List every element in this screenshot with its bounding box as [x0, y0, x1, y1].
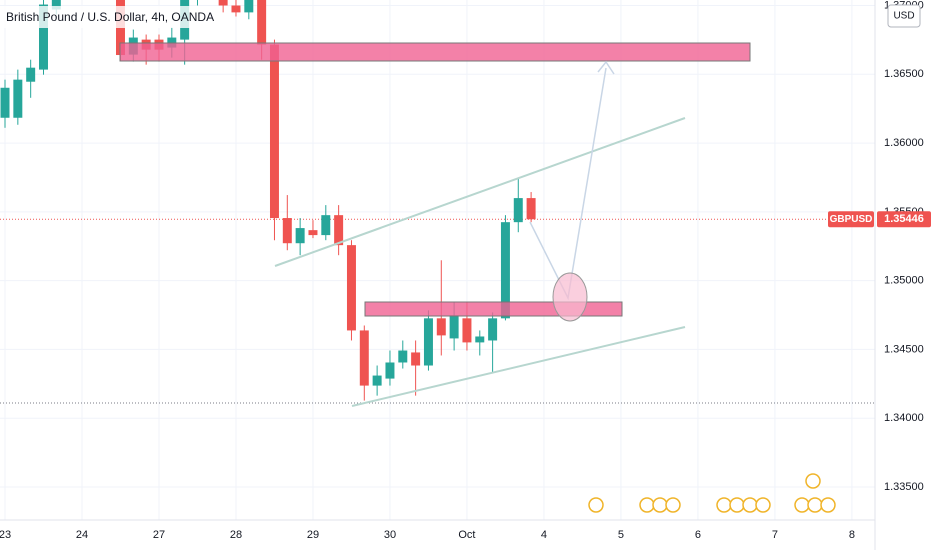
projection-arrow: [529, 67, 607, 301]
y-tick-label: 1.35000: [884, 275, 924, 287]
candle-body: [231, 5, 241, 13]
event-icon: [665, 497, 681, 513]
candle-body: [513, 198, 523, 223]
title-bg: [0, 6, 212, 28]
candle-body: [436, 318, 446, 336]
x-tick-label: 27: [153, 529, 165, 541]
currency-box: [887, 4, 921, 28]
candle-body: [526, 198, 536, 220]
resistance-zone: [119, 42, 751, 62]
channel-top: [274, 117, 686, 267]
candle-body: [282, 218, 292, 244]
last-price-label: 1.35446: [884, 213, 924, 225]
x-tick-label: 5: [618, 529, 624, 541]
x-tick-label: 6: [695, 529, 701, 541]
candle-body: [13, 79, 23, 118]
candle-body: [321, 215, 331, 236]
candle-body: [346, 245, 356, 331]
event-icon: [794, 497, 810, 513]
x-tick-label: 7: [772, 529, 778, 541]
event-icon: [729, 497, 745, 513]
event-icon: [652, 497, 668, 513]
event-icon: [807, 497, 823, 513]
x-tick-label: 8: [849, 529, 855, 541]
x-tick-label: Oct: [458, 529, 475, 541]
price-axis-bg: [875, 0, 932, 550]
event-icon: [805, 473, 821, 489]
candle-body: [269, 44, 279, 219]
candle-body: [372, 375, 382, 386]
candle-body: [308, 230, 318, 236]
candle-body: [500, 222, 510, 319]
candle-body: [39, 4, 48, 70]
drawings: [0, 42, 875, 407]
event-icon: [639, 497, 655, 513]
candle-body: [257, 0, 267, 45]
events: [588, 473, 836, 513]
x-tick-label: 23: [0, 529, 11, 541]
y-tick-label: 1.34000: [884, 412, 924, 424]
candle-body: [475, 336, 485, 343]
price-box: [877, 211, 931, 228]
grid: [0, 0, 875, 520]
y-tick-label: 1.36000: [884, 137, 924, 149]
y-tick-label: 1.36500: [884, 68, 924, 80]
currency: USD: [893, 11, 914, 22]
event-icon: [588, 497, 604, 513]
y-tick-label: 1.33500: [884, 481, 924, 493]
y-tick-label: 1.34500: [884, 343, 924, 355]
candle-body: [26, 67, 36, 82]
arrow-head: [597, 60, 615, 75]
candle-body: [423, 318, 433, 366]
chart-title: British Pound / U.S. Dollar, 4h, OANDA: [6, 10, 214, 24]
symbol-box: [828, 211, 874, 228]
symbol-label: GBPUSD: [830, 214, 873, 225]
x-tick-label: 29: [307, 529, 319, 541]
candle-body: [244, 0, 254, 13]
candle-body: [488, 318, 498, 341]
x-tick-label: 28: [230, 529, 242, 541]
candle-body: [295, 228, 305, 244]
candle-body: [411, 352, 421, 366]
candle-body: [0, 87, 10, 118]
candle-body: [359, 330, 369, 386]
event-icon: [755, 497, 771, 513]
candle-body: [449, 315, 459, 339]
event-icon: [716, 497, 732, 513]
x-tick-label: 4: [541, 529, 547, 541]
channel-bottom: [351, 326, 686, 407]
target-ellipse: [552, 272, 588, 322]
candle-body: [334, 215, 344, 246]
candle-body: [51, 0, 61, 10]
time-axis-bg: [0, 520, 875, 550]
x-tick-label: 30: [384, 529, 396, 541]
x-tick-label: 24: [76, 529, 88, 541]
candle-body: [385, 362, 395, 379]
candle-body: [218, 0, 228, 6]
event-icon: [820, 497, 836, 513]
candle-body: [398, 350, 408, 363]
event-icon: [742, 497, 758, 513]
candle-body: [462, 318, 472, 343]
